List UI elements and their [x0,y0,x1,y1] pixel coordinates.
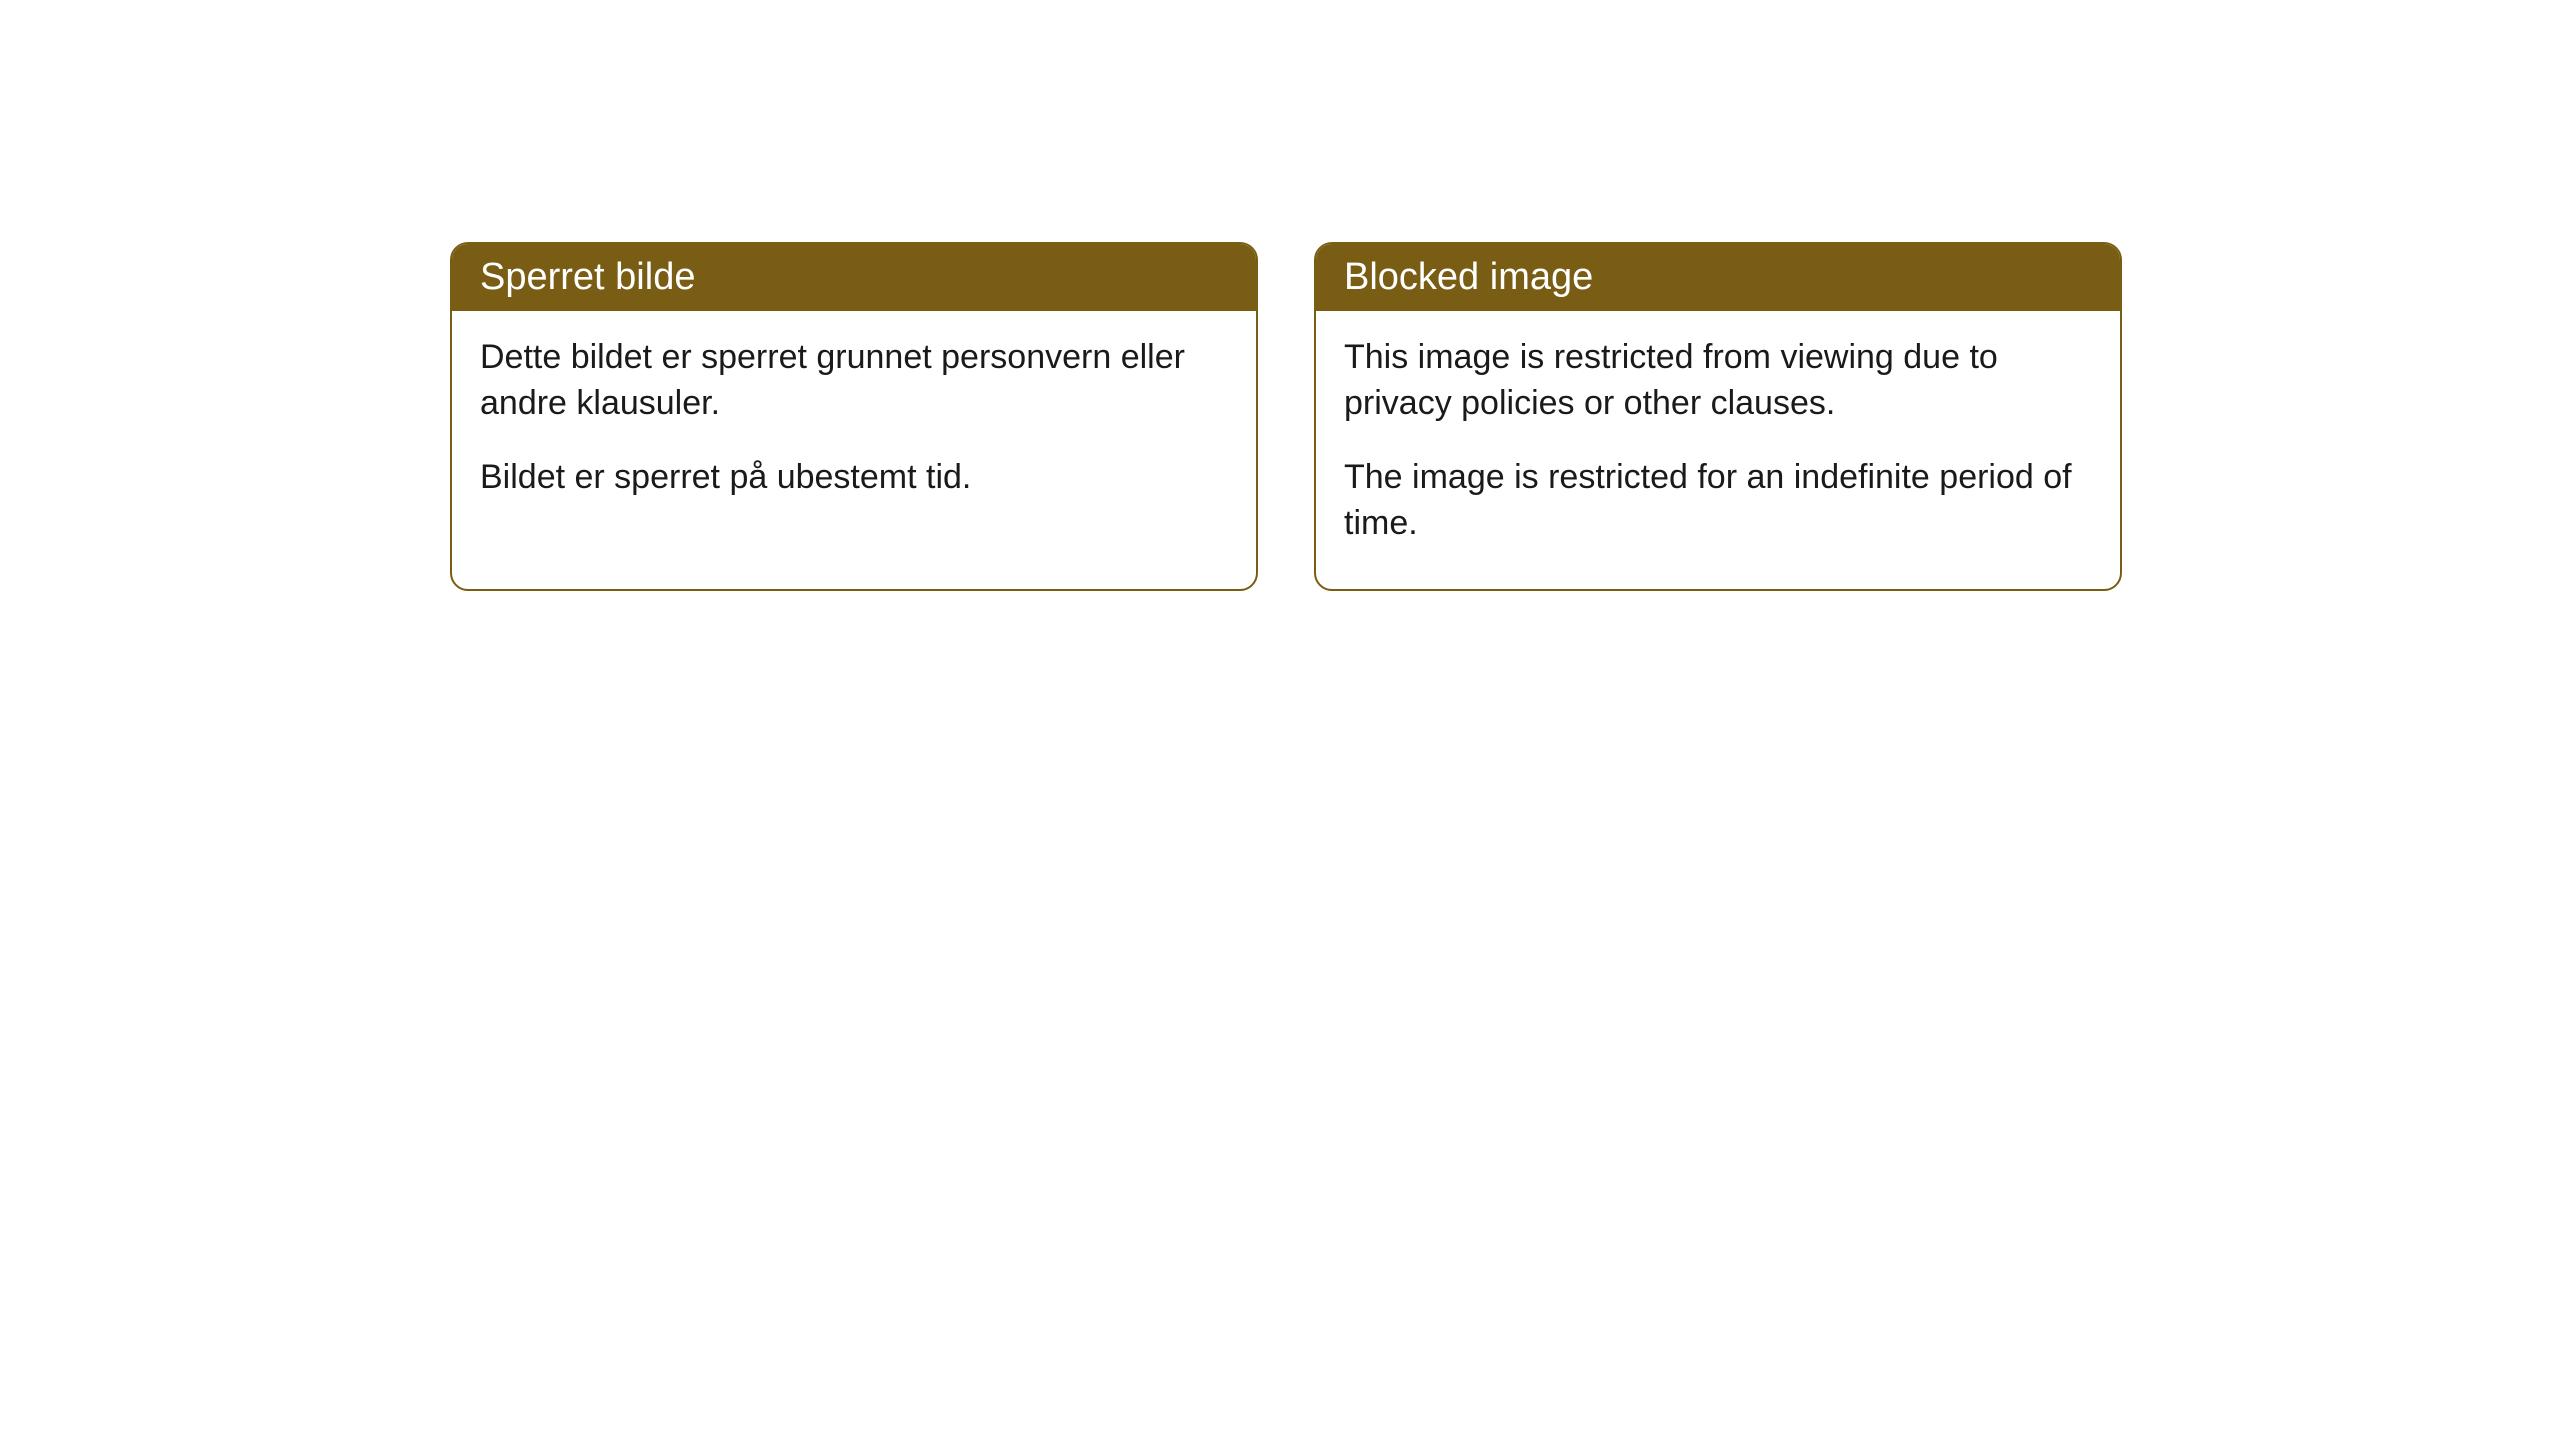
notice-cards-container: Sperret bilde Dette bildet er sperret gr… [450,242,2122,591]
card-body: This image is restricted from viewing du… [1316,311,2120,589]
notice-card-english: Blocked image This image is restricted f… [1314,242,2122,591]
card-body: Dette bildet er sperret grunnet personve… [452,311,1256,543]
card-header: Blocked image [1316,244,2120,311]
notice-card-norwegian: Sperret bilde Dette bildet er sperret gr… [450,242,1258,591]
card-paragraph: Dette bildet er sperret grunnet personve… [480,335,1228,427]
card-paragraph: Bildet er sperret på ubestemt tid. [480,455,1228,501]
card-paragraph: The image is restricted for an indefinit… [1344,455,2092,547]
card-title: Sperret bilde [480,256,695,298]
card-paragraph: This image is restricted from viewing du… [1344,335,2092,427]
card-header: Sperret bilde [452,244,1256,311]
card-title: Blocked image [1344,256,1593,298]
